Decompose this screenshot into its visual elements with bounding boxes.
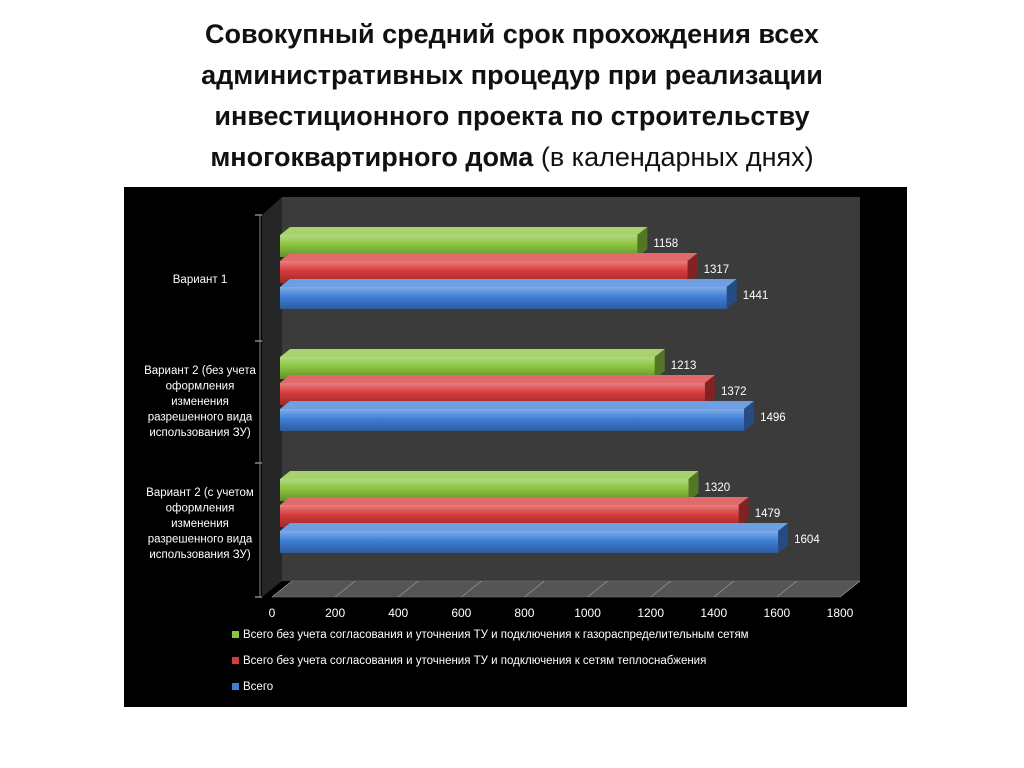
legend-swatch bbox=[232, 683, 239, 690]
data-label: 1441 bbox=[743, 290, 769, 302]
x-tick-mark bbox=[776, 580, 798, 598]
data-label: 1604 bbox=[794, 534, 820, 546]
data-label: 1158 bbox=[653, 238, 678, 250]
bar-end-face bbox=[726, 279, 737, 309]
bar-end-face bbox=[688, 471, 699, 501]
x-tick-label: 1400 bbox=[700, 606, 727, 620]
bar-top-face bbox=[280, 279, 737, 287]
bar-top-face bbox=[280, 497, 749, 505]
data-label: 1372 bbox=[721, 386, 747, 398]
bar-end-face bbox=[654, 349, 665, 379]
title-main: Совокупный средний срок прохождения всех… bbox=[201, 19, 823, 172]
bar bbox=[280, 261, 688, 283]
bar-chart: 0 200 400 600 800 1000 1200 1400 1600 1800 Вариант… bbox=[144, 197, 861, 693]
legend-swatch bbox=[232, 657, 239, 664]
category-label: Вариант 2 (без учета оформления изменения р… bbox=[144, 365, 256, 439]
page-title: Совокупный средний срок прохождения всех… bbox=[112, 14, 912, 178]
legend-item-label: Всего без учета согласования и уточнения… bbox=[243, 655, 706, 667]
bar bbox=[280, 287, 727, 309]
bar bbox=[280, 409, 745, 431]
x-tick-mark bbox=[524, 580, 545, 598]
x-tick-label: 1000 bbox=[574, 606, 601, 620]
legend-item-label: Всего bbox=[243, 681, 273, 693]
bar bbox=[280, 531, 779, 553]
bar bbox=[280, 505, 739, 527]
bar-end-face bbox=[687, 253, 698, 283]
bar-top-face bbox=[280, 227, 648, 235]
bar-end-face bbox=[704, 375, 715, 405]
x-tick-mark bbox=[713, 580, 735, 598]
x-tick-mark bbox=[397, 580, 419, 598]
data-label: 1496 bbox=[760, 412, 786, 424]
x-tick-label: 400 bbox=[388, 606, 408, 620]
x-tick-label: 1200 bbox=[637, 606, 664, 620]
x-tick-mark bbox=[839, 580, 861, 598]
bar-end-face bbox=[744, 401, 755, 431]
bar-top-face bbox=[280, 523, 789, 531]
category-label: Вариант 2 (с учетом оформления изменения ра… bbox=[146, 487, 254, 561]
x-tick-mark bbox=[334, 580, 356, 598]
x-tick-mark bbox=[587, 580, 608, 598]
bar-top-face bbox=[280, 471, 699, 479]
x-tick-label: 1600 bbox=[764, 606, 791, 620]
legend-item-label: Всего без учета согласования и уточнения… bbox=[243, 629, 749, 641]
x-tick-label: 600 bbox=[451, 606, 471, 620]
x-tick-label: 200 bbox=[325, 606, 345, 620]
x-tick-label: 0 bbox=[269, 606, 276, 620]
bar-top-face bbox=[280, 349, 665, 357]
x-tick-mark bbox=[650, 580, 671, 598]
data-label: 1320 bbox=[705, 482, 731, 494]
x-tick-label: 1800 bbox=[827, 606, 854, 620]
data-label: 1213 bbox=[671, 360, 697, 372]
bar bbox=[280, 383, 705, 405]
legend-swatch bbox=[232, 631, 239, 638]
bar bbox=[280, 479, 689, 501]
plot-floor bbox=[271, 580, 861, 598]
title-units: (в календарных днях) bbox=[540, 142, 814, 172]
bar-end-face bbox=[637, 227, 648, 257]
data-label: 1317 bbox=[704, 264, 730, 276]
x-tick-mark bbox=[461, 580, 482, 598]
plot-side-wall bbox=[262, 197, 282, 597]
chart-panel: 0 200 400 600 800 1000 1200 1400 1600 1800 Вариант… bbox=[124, 187, 907, 707]
data-label: 1479 bbox=[755, 508, 781, 520]
bar-end-face bbox=[778, 523, 789, 553]
bar-top-face bbox=[280, 401, 755, 409]
bar-top-face bbox=[280, 253, 698, 261]
category-label: Вариант 1 bbox=[173, 274, 228, 286]
x-tick-mark bbox=[271, 580, 293, 598]
bar bbox=[280, 235, 638, 257]
bar-end-face bbox=[738, 497, 749, 527]
x-tick-label: 800 bbox=[514, 606, 534, 620]
bar bbox=[280, 357, 655, 379]
bar-top-face bbox=[280, 375, 715, 383]
